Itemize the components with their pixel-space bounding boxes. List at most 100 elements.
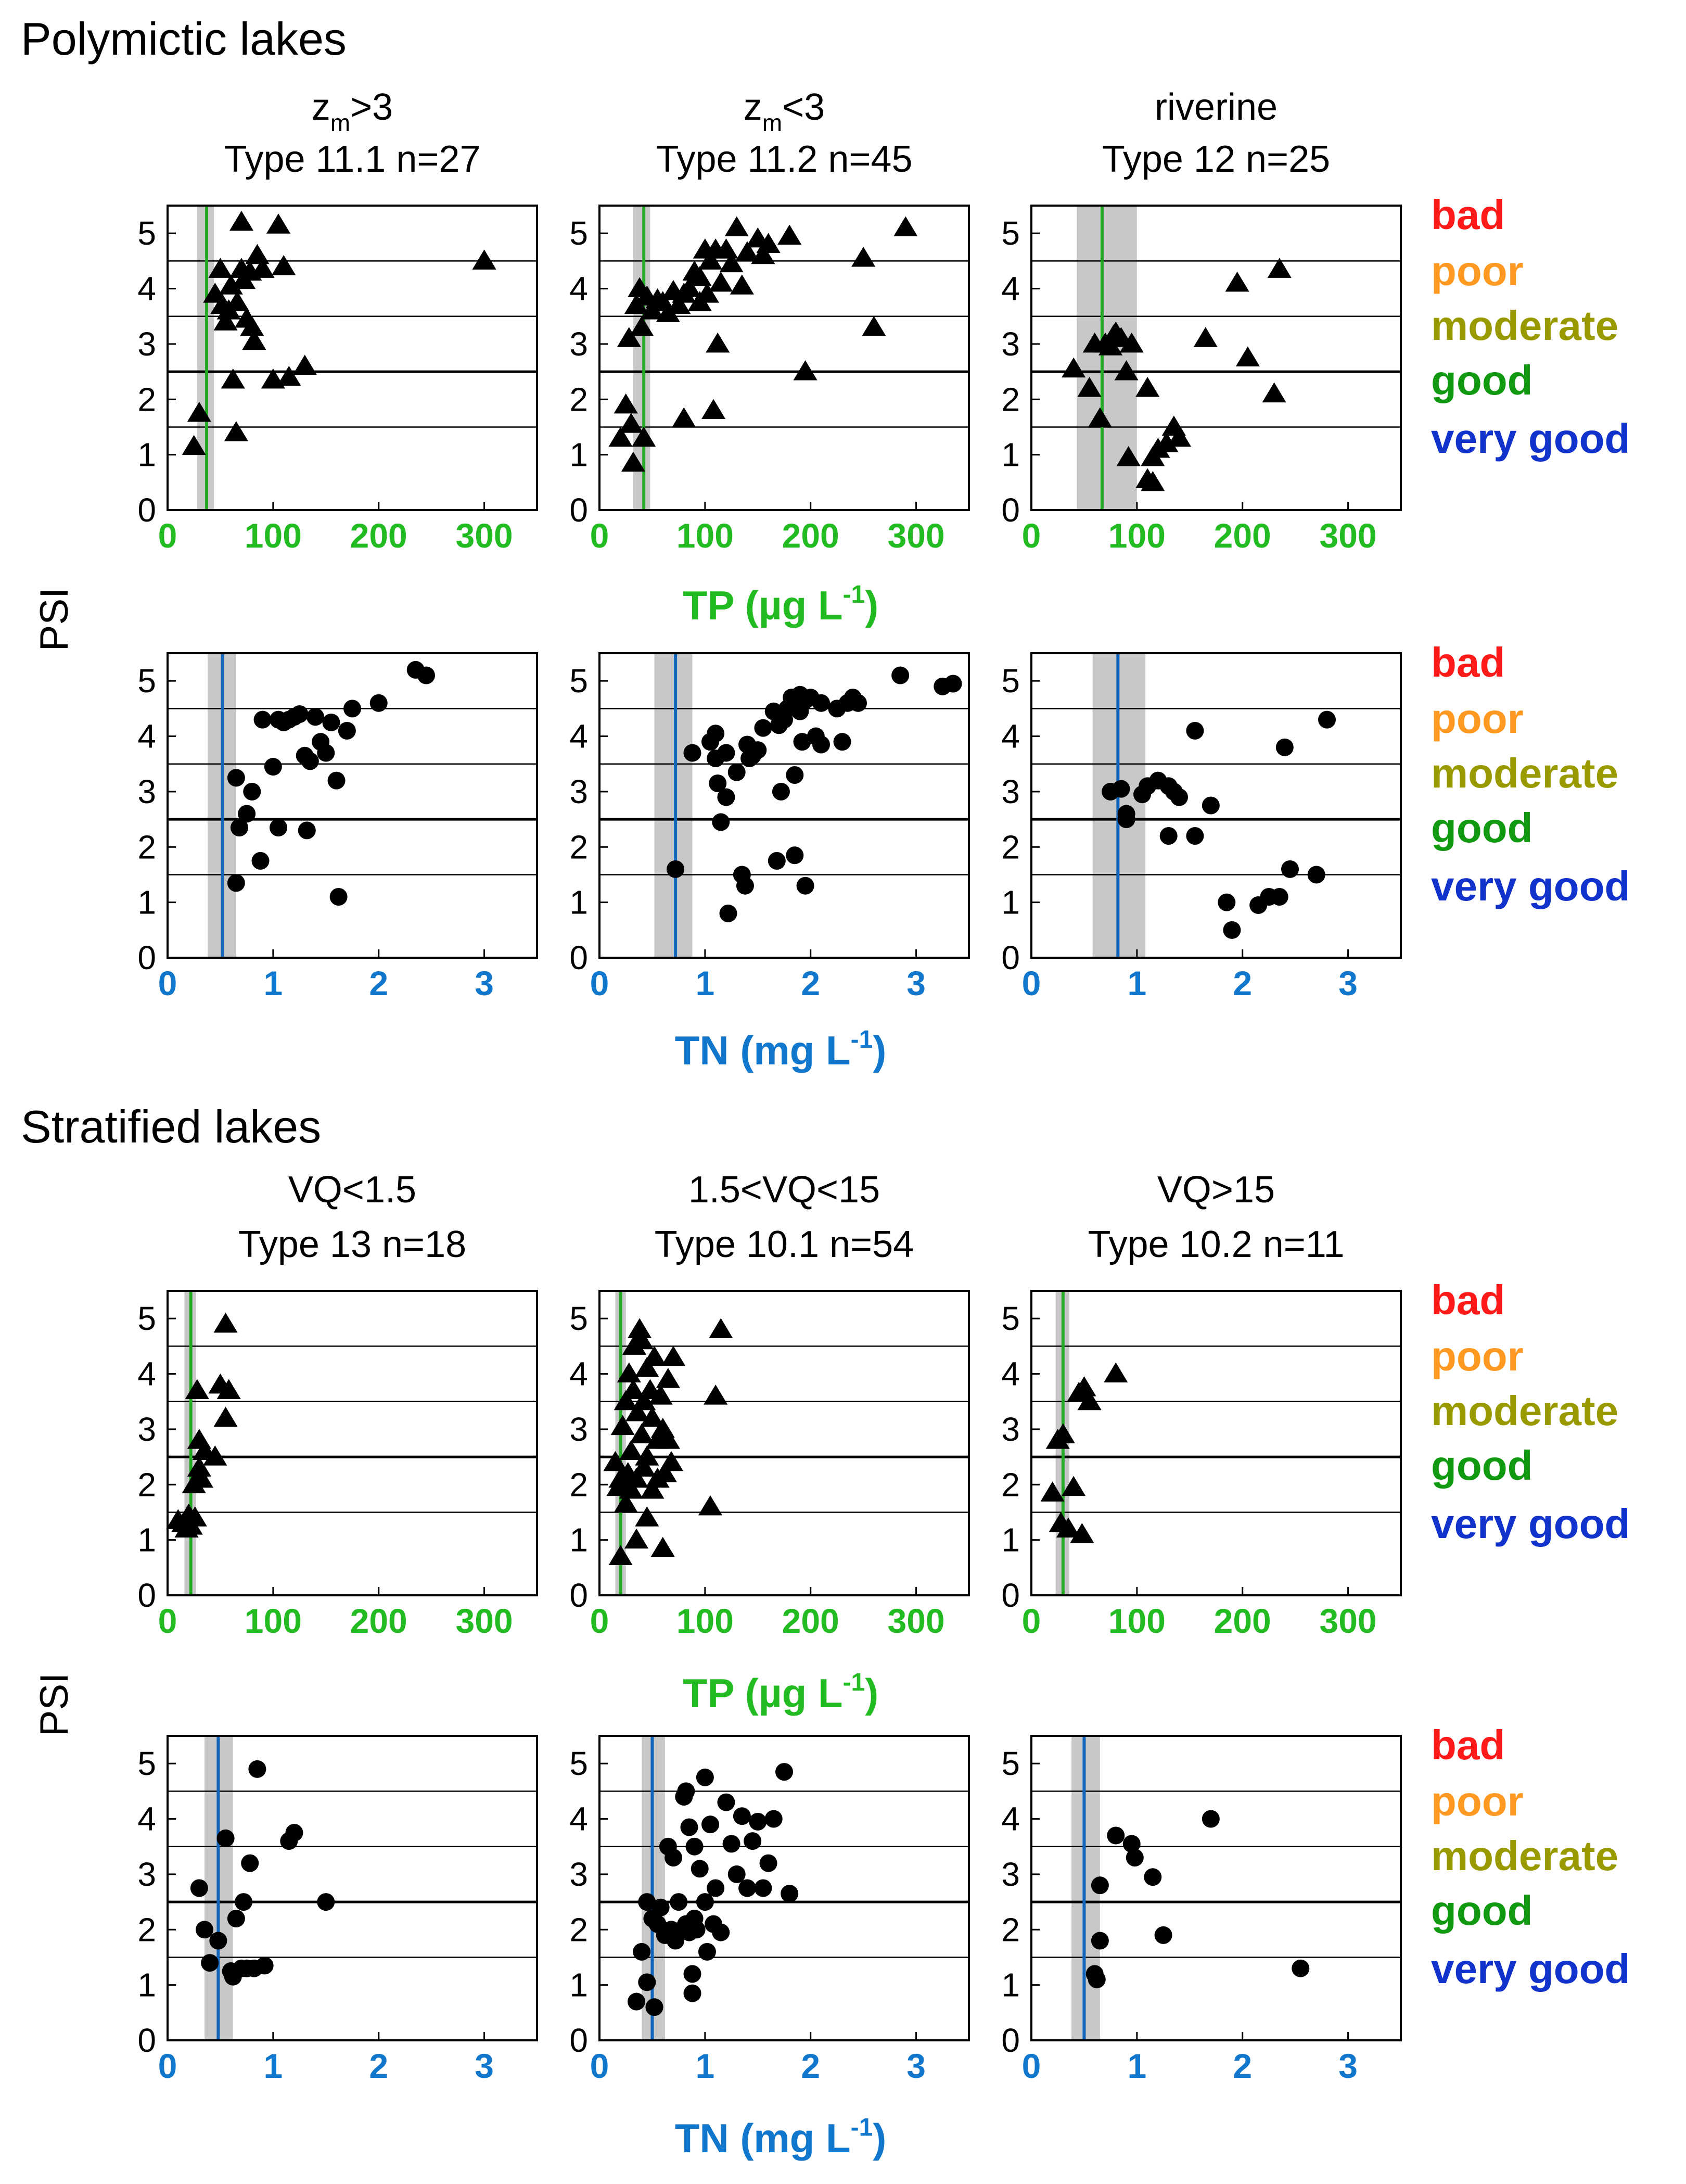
data-point-triangle	[648, 1385, 673, 1405]
x-tick-label: 0	[590, 964, 609, 1002]
panel-tp: 0 1 2 3 4 5 0 100 200 300	[1001, 1290, 1402, 1640]
y-tick-label: 5	[569, 1745, 588, 1782]
data-point-triangle	[640, 1478, 665, 1499]
data-point-triangle	[619, 1440, 643, 1460]
data-point-circle	[251, 852, 270, 870]
panel-subtitle: riverine	[1155, 86, 1278, 128]
y-tick-label: 5	[569, 214, 588, 252]
panel-type-label: Type 10.2 n=11	[1088, 1224, 1344, 1265]
status-label-bad: bad	[1431, 1722, 1505, 1768]
y-tick-label: 2	[1001, 380, 1020, 418]
data-point-triangle	[1235, 346, 1260, 366]
y-tick-label: 1	[1001, 884, 1020, 921]
data-point-triangle	[272, 255, 296, 275]
x-axis-label-tn: TN (mg L-1)	[675, 1026, 887, 1073]
data-point-circle	[270, 819, 287, 837]
data-point-circle	[1186, 827, 1204, 845]
data-point-triangle	[1104, 1362, 1128, 1383]
data-point-circle	[781, 1885, 799, 1903]
data-point-triangle	[1135, 377, 1160, 397]
data-point-triangle	[472, 249, 496, 270]
data-point-circle	[683, 1984, 701, 2002]
data-point-circle	[227, 1910, 245, 1927]
y-tick-label: 5	[1001, 1745, 1020, 1782]
data-point-triangle	[1193, 327, 1218, 347]
x-tick-label: 3	[1338, 964, 1358, 1002]
data-point-triangle	[250, 258, 275, 278]
data-point-triangle	[185, 1379, 209, 1399]
status-label-very-good: very good	[1431, 1946, 1630, 1992]
data-point-circle	[707, 725, 725, 743]
data-point-triangle	[661, 1345, 686, 1366]
y-tick-label: 4	[569, 1800, 588, 1838]
data-point-circle	[253, 710, 272, 729]
y-axis-label-top: PSI	[32, 588, 76, 652]
plot-frame	[167, 1290, 538, 1596]
data-point-triangle	[687, 266, 712, 286]
data-point-triangle	[614, 1390, 638, 1411]
plot-frame	[1030, 652, 1402, 959]
x-tick-label: 300	[456, 1602, 513, 1640]
data-point-circle	[264, 758, 282, 776]
y-tick-label: 5	[137, 214, 156, 252]
plot-frame	[598, 1735, 970, 2041]
data-point-circle	[256, 1957, 274, 1975]
plot-frame	[598, 1290, 970, 1596]
status-label-bad: bad	[1431, 192, 1505, 238]
data-point-circle	[209, 1932, 227, 1950]
x-tick-label: 2	[801, 964, 820, 1002]
y-tick-label: 1	[1001, 1966, 1020, 2004]
data-point-triangle	[1154, 432, 1179, 452]
data-point-triangle	[213, 310, 238, 331]
x-tick-label: 3	[475, 2047, 494, 2085]
data-point-circle	[285, 1824, 303, 1842]
data-point-triangle	[1262, 382, 1286, 403]
data-point-triangle	[635, 1356, 659, 1377]
data-point-circle	[1202, 1810, 1220, 1828]
x-tick-label: 300	[888, 1602, 945, 1640]
data-point-triangle	[704, 1385, 728, 1405]
data-point-triangle	[617, 327, 641, 347]
panel-tn: 0 1 2 3 4 5 0 1 2 3	[1001, 1735, 1402, 2085]
data-point-triangle	[208, 258, 233, 278]
x-tick-label: 0	[590, 1602, 609, 1640]
y-tick-label: 3	[137, 325, 156, 363]
data-point-circle	[369, 694, 388, 712]
data-point-triangle	[793, 360, 818, 380]
panel-tp: 0 1 2 3 4 5 0 100 200 300	[1001, 205, 1402, 555]
y-tick-label: 0	[137, 2022, 156, 2059]
data-point-triangle	[656, 1429, 680, 1449]
panel-tn: 0 1 2 3 4 5 0 1 2 3	[1001, 652, 1402, 1002]
x-tick-label: 100	[676, 516, 734, 555]
data-point-circle	[722, 1835, 740, 1853]
data-point-circle	[1275, 738, 1294, 756]
x-tick-label: 200	[782, 1602, 839, 1640]
data-point-triangle	[610, 1415, 635, 1436]
x-tick-label: 2	[1233, 964, 1252, 1002]
data-point-triangle	[642, 1345, 667, 1366]
data-point-triangle	[714, 238, 738, 259]
y-tick-label: 4	[1001, 718, 1020, 755]
panel-subtitle: zm>3	[312, 86, 393, 136]
x-tick-label: 200	[350, 516, 407, 555]
status-label-moderate: moderate	[1431, 302, 1618, 349]
x-tick-label: 200	[1214, 516, 1271, 555]
y-tick-label: 1	[137, 1521, 156, 1559]
data-point-circle	[717, 788, 735, 806]
data-point-circle	[786, 846, 804, 865]
data-point-triangle	[698, 1495, 723, 1516]
plot-frame	[167, 205, 538, 511]
y-tick-label: 3	[1001, 1411, 1020, 1448]
data-point-circle	[736, 877, 754, 895]
data-point-triangle	[1070, 1523, 1094, 1543]
y-tick-label: 1	[569, 1521, 588, 1559]
x-tick-label: 200	[782, 516, 839, 555]
plot-frame	[598, 652, 970, 959]
data-point-circle	[738, 1879, 756, 1897]
y-tick-label: 3	[1001, 325, 1020, 363]
data-point-triangle	[640, 1406, 665, 1427]
data-point-triangle	[650, 1537, 675, 1557]
data-point-triangle	[1077, 1390, 1102, 1411]
panel-tp: 0 1 2 3 4 5 0 100 200 300	[137, 1290, 538, 1640]
y-tick-label: 1	[137, 1966, 156, 2004]
